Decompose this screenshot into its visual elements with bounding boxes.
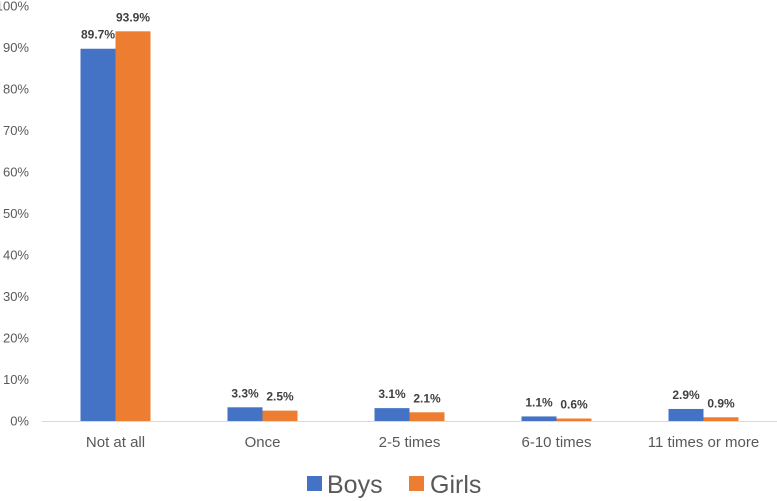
y-tick-label: 100%	[0, 0, 29, 14]
legend-swatch-boys	[307, 476, 322, 491]
data-label-girls-3: 2.1%	[413, 391, 441, 405]
legend-label-boys: Boys	[327, 471, 383, 499]
data-label-girls-4: 0.6%	[560, 398, 588, 412]
y-tick-label: 60%	[3, 165, 29, 180]
category-labels: Not at all Once 2-5 times 6-10 times 11 time…	[86, 434, 759, 451]
legend-swatch-girls	[409, 476, 424, 491]
y-tick-label: 20%	[3, 331, 29, 346]
category-label: Not at all	[86, 434, 145, 451]
y-tick-label: 10%	[3, 372, 29, 387]
y-tick-label: 90%	[3, 40, 29, 55]
bar-boys-4	[521, 416, 557, 421]
data-label-boys-4: 1.1%	[525, 395, 553, 409]
bar-series	[80, 31, 739, 422]
data-label-girls-2: 2.5%	[266, 390, 294, 404]
y-tick-label: 70%	[3, 123, 29, 138]
bar-boys-3	[374, 408, 410, 421]
data-label-girls-5: 0.9%	[707, 396, 735, 410]
data-label-boys-2: 3.3%	[231, 386, 259, 400]
data-labels: 89.7%93.9% 3.3% 2.5% 3.1% 2.1% 1.1% 0.6% 2.9% 0.…	[81, 10, 735, 411]
y-tick-label: 0%	[10, 414, 29, 429]
data-label-girls-1: 93.9%	[116, 10, 150, 24]
data-label-boys-1: 89.7%	[81, 28, 115, 42]
data-label-boys-5: 2.9%	[672, 388, 700, 402]
y-tick-label: 30%	[3, 289, 29, 304]
category-label: 2-5 times	[379, 434, 441, 451]
category-label: 6-10 times	[521, 434, 591, 451]
y-axis-ticks: 0% 10% 20% 30% 40% 50% 60% 70% 80% 90% 100%	[0, 0, 29, 429]
y-tick-label: 40%	[3, 248, 29, 263]
y-tick-label: 50%	[3, 206, 29, 221]
legend-label-girls: Girls	[430, 471, 481, 499]
category-label: Once	[245, 434, 281, 451]
bar-girls-5	[703, 417, 739, 421]
y-tick-label: 80%	[3, 82, 29, 97]
bar-girls-2	[262, 410, 298, 421]
bar-girls-1	[115, 31, 151, 421]
data-label-boys-3: 3.1%	[378, 387, 406, 401]
legend: Boys Girls	[307, 471, 481, 499]
bar-boys-2	[227, 407, 263, 421]
bar-boys-5	[668, 408, 704, 421]
bar-girls-3	[409, 412, 445, 421]
bar-girls-4	[556, 418, 592, 421]
category-label: 11 times or more	[648, 434, 759, 451]
bar-boys-1	[80, 48, 116, 422]
